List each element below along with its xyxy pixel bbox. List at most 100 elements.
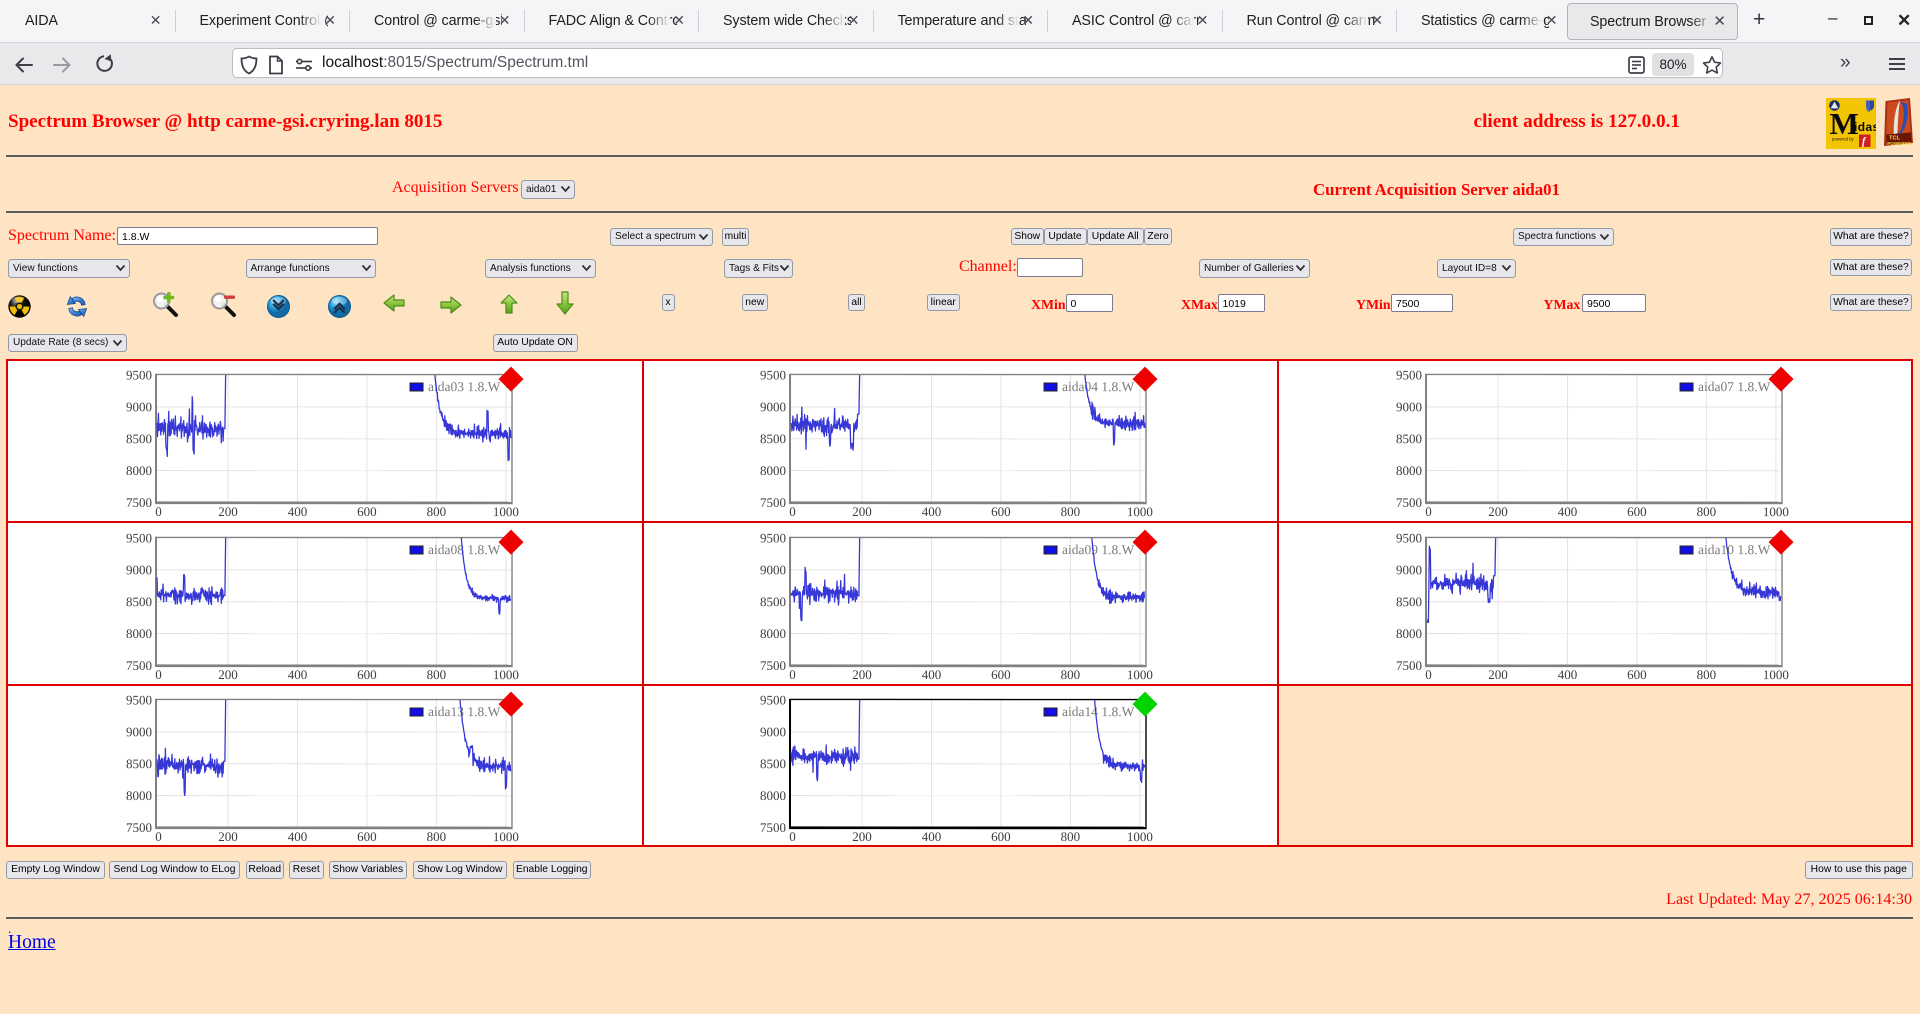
svg-text:600: 600 — [991, 829, 1011, 844]
svg-text:8500: 8500 — [125, 594, 151, 609]
svg-text:9000: 9000 — [760, 724, 786, 739]
svg-text:8500: 8500 — [125, 431, 151, 446]
svg-text:400: 400 — [287, 504, 307, 519]
svg-text:7500: 7500 — [1396, 495, 1422, 510]
svg-text:9500: 9500 — [126, 692, 152, 707]
svg-text:powered by: powered by — [1832, 137, 1855, 142]
svg-text:9000: 9000 — [760, 399, 786, 414]
svg-text:0: 0 — [789, 504, 796, 519]
svg-text:1000: 1000 — [1126, 504, 1152, 519]
svg-text:400: 400 — [921, 666, 941, 681]
svg-text:200: 200 — [1488, 504, 1508, 519]
svg-text:400: 400 — [287, 666, 307, 681]
svg-text:8000: 8000 — [125, 463, 151, 478]
svg-text:200: 200 — [218, 504, 238, 519]
svg-text:9500: 9500 — [1396, 367, 1422, 382]
svg-text:9000: 9000 — [760, 562, 786, 577]
svg-text:7500: 7500 — [759, 820, 785, 835]
svg-text:600: 600 — [991, 504, 1011, 519]
svg-text:aida10 1.8.W: aida10 1.8.W — [1698, 542, 1771, 557]
svg-text:800: 800 — [426, 504, 446, 519]
svg-text:8500: 8500 — [125, 756, 151, 771]
svg-text:8000: 8000 — [1396, 463, 1422, 478]
svg-text:0: 0 — [1425, 666, 1432, 681]
svg-text:8500: 8500 — [759, 594, 785, 609]
svg-text:800: 800 — [1697, 667, 1717, 682]
svg-text:aida13 1.8.W: aida13 1.8.W — [428, 704, 501, 719]
svg-text:200: 200 — [218, 666, 238, 681]
svg-text:1000: 1000 — [492, 504, 518, 519]
svg-text:9000: 9000 — [126, 724, 152, 739]
svg-text:8000: 8000 — [759, 625, 785, 640]
svg-text:8500: 8500 — [759, 756, 785, 771]
svg-text:9000: 9000 — [126, 562, 152, 577]
svg-text:0: 0 — [789, 829, 796, 844]
svg-text:400: 400 — [1558, 666, 1578, 681]
svg-text:400: 400 — [921, 829, 941, 844]
svg-text:aida03 1.8.W: aida03 1.8.W — [428, 379, 501, 394]
svg-text:400: 400 — [1558, 504, 1578, 519]
svg-text:aida14 1.8.W: aida14 1.8.W — [1062, 704, 1135, 719]
svg-text:9000: 9000 — [1396, 562, 1422, 577]
svg-text:200: 200 — [852, 829, 872, 844]
svg-text:8000: 8000 — [125, 625, 151, 640]
svg-text:9000: 9000 — [1396, 399, 1422, 414]
svg-text:aida04 1.8.W: aida04 1.8.W — [1062, 379, 1135, 394]
svg-text:TCL: TCL — [1889, 136, 1901, 142]
svg-text:9500: 9500 — [1396, 530, 1422, 545]
svg-text:600: 600 — [357, 829, 377, 844]
svg-text:1000: 1000 — [1126, 667, 1152, 682]
svg-text:600: 600 — [357, 667, 377, 682]
svg-text:1000: 1000 — [1763, 504, 1789, 519]
svg-text:400: 400 — [287, 829, 307, 844]
svg-text:9000: 9000 — [126, 399, 152, 414]
svg-text:9500: 9500 — [126, 367, 152, 382]
svg-text:800: 800 — [1060, 667, 1080, 682]
svg-text:9500: 9500 — [126, 530, 152, 545]
svg-text:8000: 8000 — [759, 463, 785, 478]
svg-text:200: 200 — [218, 829, 238, 844]
svg-text:600: 600 — [1627, 667, 1647, 682]
svg-text:800: 800 — [1060, 829, 1080, 844]
svg-text:1000: 1000 — [1126, 829, 1152, 844]
svg-text:8000: 8000 — [759, 788, 785, 803]
svg-text:7500: 7500 — [125, 495, 151, 510]
svg-text:8000: 8000 — [125, 788, 151, 803]
svg-text:800: 800 — [426, 829, 446, 844]
svg-text:200: 200 — [852, 666, 872, 681]
svg-text:8500: 8500 — [1396, 594, 1422, 609]
svg-text:7500: 7500 — [759, 495, 785, 510]
svg-text:0: 0 — [1425, 504, 1432, 519]
svg-text:9500: 9500 — [760, 367, 786, 382]
svg-text:200: 200 — [1488, 666, 1508, 681]
svg-text:9500: 9500 — [760, 530, 786, 545]
svg-text:aida08 1.8.W: aida08 1.8.W — [428, 542, 501, 557]
svg-text:800: 800 — [426, 667, 446, 682]
svg-text:600: 600 — [1627, 504, 1647, 519]
svg-text:7500: 7500 — [759, 657, 785, 672]
svg-text:f: f — [1862, 137, 1867, 148]
svg-text:0: 0 — [155, 666, 162, 681]
svg-text:800: 800 — [1060, 504, 1080, 519]
svg-text:600: 600 — [357, 504, 377, 519]
svg-text:7500: 7500 — [125, 820, 151, 835]
svg-text:8500: 8500 — [1396, 431, 1422, 446]
svg-text:M: M — [1830, 106, 1859, 141]
svg-text:POWERED: POWERED — [1887, 141, 1911, 146]
svg-text:8000: 8000 — [1396, 625, 1422, 640]
svg-text:200: 200 — [852, 504, 872, 519]
svg-text:0: 0 — [789, 666, 796, 681]
svg-text:aida07 1.8.W: aida07 1.8.W — [1698, 379, 1771, 394]
svg-text:7500: 7500 — [125, 657, 151, 672]
svg-text:1000: 1000 — [1763, 667, 1789, 682]
svg-text:idas: idas — [1854, 120, 1876, 134]
svg-text:400: 400 — [921, 504, 941, 519]
svg-text:0: 0 — [155, 504, 162, 519]
svg-text:8500: 8500 — [759, 431, 785, 446]
svg-text:800: 800 — [1697, 504, 1717, 519]
svg-text:1000: 1000 — [492, 829, 518, 844]
svg-text:9500: 9500 — [760, 692, 786, 707]
svg-text:0: 0 — [155, 829, 162, 844]
svg-text:7500: 7500 — [1396, 657, 1422, 672]
svg-text:aida09 1.8.W: aida09 1.8.W — [1062, 542, 1135, 557]
